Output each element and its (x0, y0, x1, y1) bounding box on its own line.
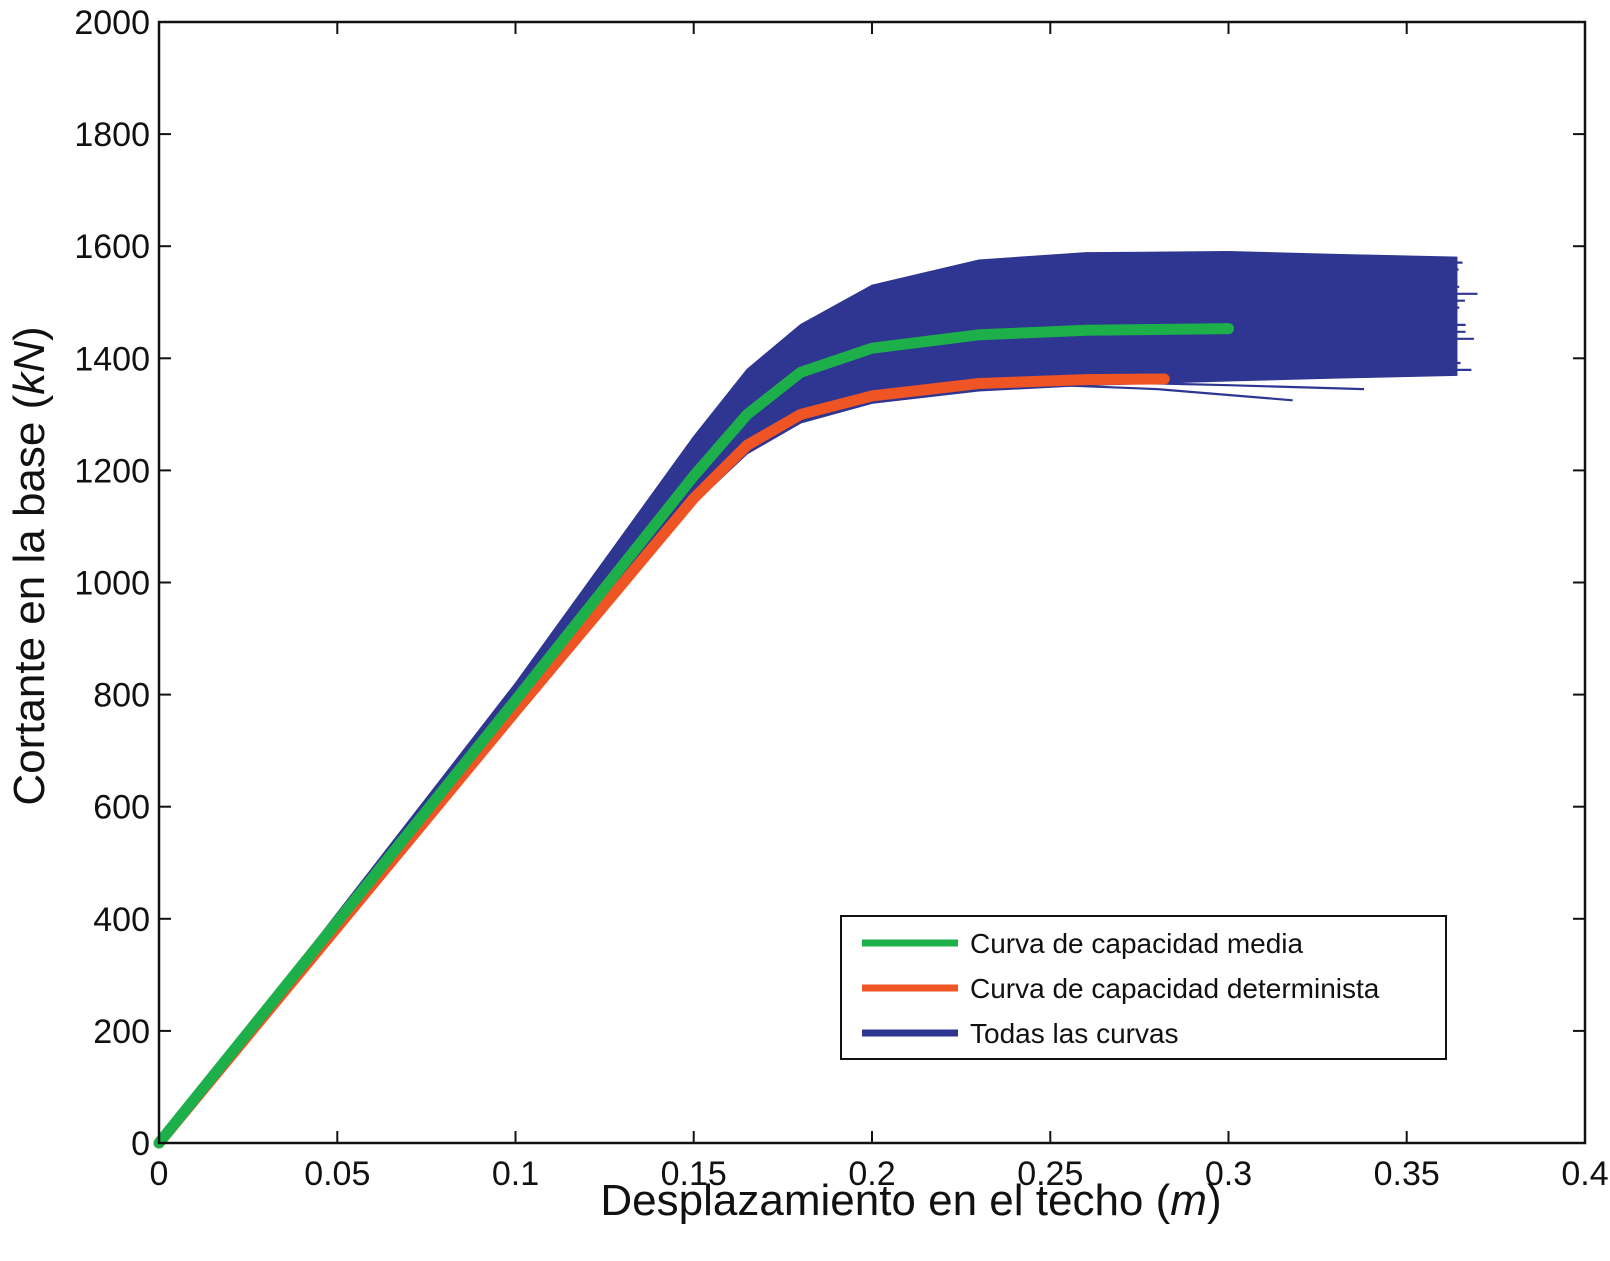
legend-label-media: Curva de capacidad media (970, 928, 1304, 959)
legend-label-determinista: Curva de capacidad determinista (970, 973, 1380, 1004)
y-tick-label: 1800 (74, 116, 150, 154)
x-tick-label: 0.1 (492, 1155, 539, 1193)
y-tick-label: 400 (93, 901, 150, 939)
y-tick-label: 600 (93, 789, 150, 827)
tick-layer: 0 0.05 0.1 0.15 0.2 0.25 0.3 0.35 0.4 0 200 400 600 8… (74, 4, 1608, 1193)
mean-curve-line (153, 323, 1234, 1149)
y-tick-label: 1000 (74, 565, 150, 603)
all-curves-band (158, 251, 1458, 1144)
legend: Curva de capacidad media Curva de capaci… (840, 915, 1447, 1060)
x-tick-label: 0.3 (1205, 1155, 1252, 1193)
y-tick-label: 2000 (74, 4, 150, 42)
x-tick-label: 0.4 (1561, 1155, 1608, 1193)
x-tick-label: 0.15 (661, 1155, 727, 1193)
x-tick-label: 0.05 (304, 1155, 370, 1193)
x-axis-title: Desplazamiento en el techo (m) (600, 1176, 1221, 1225)
x-tick-label: 0.2 (848, 1155, 895, 1193)
y-axis-title: Cortante en la base (kN) (5, 326, 54, 805)
y-tick-label: 1400 (74, 340, 150, 378)
series-layer (153, 251, 1478, 1149)
y-tick-label: 200 (93, 1013, 150, 1051)
x-tick-label: 0.25 (1017, 1155, 1083, 1193)
x-tick-label: 0 (150, 1155, 169, 1193)
y-tick-label: 0 (131, 1125, 150, 1163)
y-tick-label: 1600 (74, 228, 150, 266)
legend-label-todas: Todas las curvas (970, 1018, 1179, 1049)
y-tick-label: 1200 (74, 452, 150, 490)
x-tick-label: 0.35 (1374, 1155, 1440, 1193)
y-tick-label: 800 (93, 677, 150, 715)
